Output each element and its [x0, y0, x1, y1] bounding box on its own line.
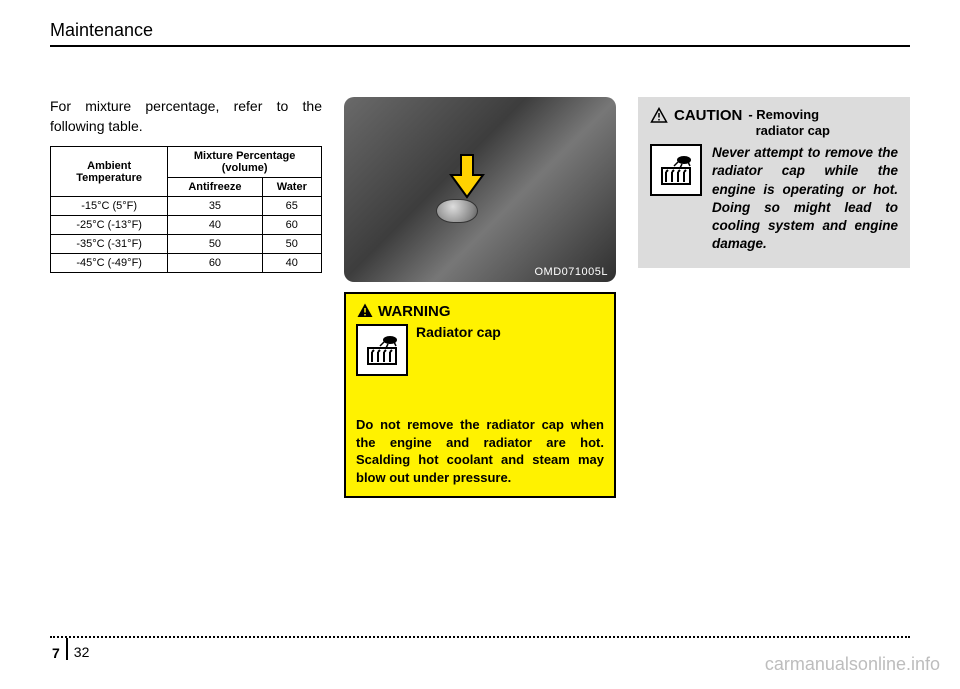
warning-body: Do not remove the radiator cap when the …	[356, 416, 604, 486]
watermark: carmanualsonline.info	[765, 654, 940, 675]
th-ambient: Ambient Temperature	[51, 147, 168, 197]
caution-body: Never attempt to remove the radiator cap…	[712, 144, 898, 253]
intro-text: For mixture percentage, refer to the fol…	[50, 97, 322, 136]
cell-af: 50	[168, 235, 262, 254]
column-2: OMD071005L WARNING	[344, 97, 616, 498]
warning-box: WARNING Radiator cap Do not remo	[344, 292, 616, 498]
caution-label: CAUTION	[674, 107, 742, 124]
section-header: Maintenance	[50, 20, 910, 47]
engine-photo: OMD071005L	[344, 97, 616, 282]
footer-page-number: 32	[68, 638, 96, 660]
arrow-down-icon	[447, 153, 487, 201]
cell-af: 60	[168, 254, 262, 273]
columns: For mixture percentage, refer to the fol…	[50, 97, 910, 498]
warning-subject: Radiator cap	[416, 324, 501, 340]
cell-w: 50	[262, 235, 321, 254]
cell-temp: -15°C (5°F)	[51, 197, 168, 216]
th-antifreeze: Antifreeze	[168, 178, 262, 197]
cell-temp: -45°C (-49°F)	[51, 254, 168, 273]
table-row: -35°C (-31°F) 50 50	[51, 235, 322, 254]
th-mixture: Mixture Percentage (volume)	[168, 147, 322, 178]
caution-sub-line2: radiator cap	[756, 123, 830, 138]
column-3: CAUTION - Removing radiator cap	[638, 97, 910, 498]
cell-w: 60	[262, 216, 321, 235]
cell-temp: -25°C (-13°F)	[51, 216, 168, 235]
caution-triangle-icon	[650, 107, 668, 125]
warning-triangle-icon	[356, 302, 374, 320]
column-1: For mixture percentage, refer to the fol…	[50, 97, 322, 498]
warning-label: WARNING	[378, 303, 451, 320]
cell-af: 35	[168, 197, 262, 216]
caution-subject: - Removing radiator cap	[748, 107, 830, 138]
table-row: -45°C (-49°F) 60 40	[51, 254, 322, 273]
th-water: Water	[262, 178, 321, 197]
mixture-table: Ambient Temperature Mixture Percentage (…	[50, 146, 322, 273]
radiator-steam-icon	[650, 144, 702, 196]
cell-w: 40	[262, 254, 321, 273]
cell-af: 40	[168, 216, 262, 235]
table-header-row: Ambient Temperature Mixture Percentage (…	[51, 147, 322, 178]
photo-code: OMD071005L	[535, 266, 609, 278]
table-row: -15°C (5°F) 35 65	[51, 197, 322, 216]
warning-subheading: Radiator cap	[356, 324, 604, 376]
caution-body-row: Never attempt to remove the radiator cap…	[650, 144, 898, 253]
radiator-steam-icon	[356, 324, 408, 376]
caution-heading: CAUTION - Removing radiator cap	[650, 107, 898, 138]
table-row: -25°C (-13°F) 40 60	[51, 216, 322, 235]
cell-w: 65	[262, 197, 321, 216]
caution-sub-line1: - Removing	[748, 107, 819, 122]
page-content: Maintenance For mixture percentage, refe…	[50, 20, 910, 660]
warning-heading: WARNING	[356, 302, 604, 320]
radiator-cap-illustration	[436, 199, 478, 223]
footer-chapter: 7	[50, 638, 68, 660]
caution-box: CAUTION - Removing radiator cap	[638, 97, 910, 268]
cell-temp: -35°C (-31°F)	[51, 235, 168, 254]
